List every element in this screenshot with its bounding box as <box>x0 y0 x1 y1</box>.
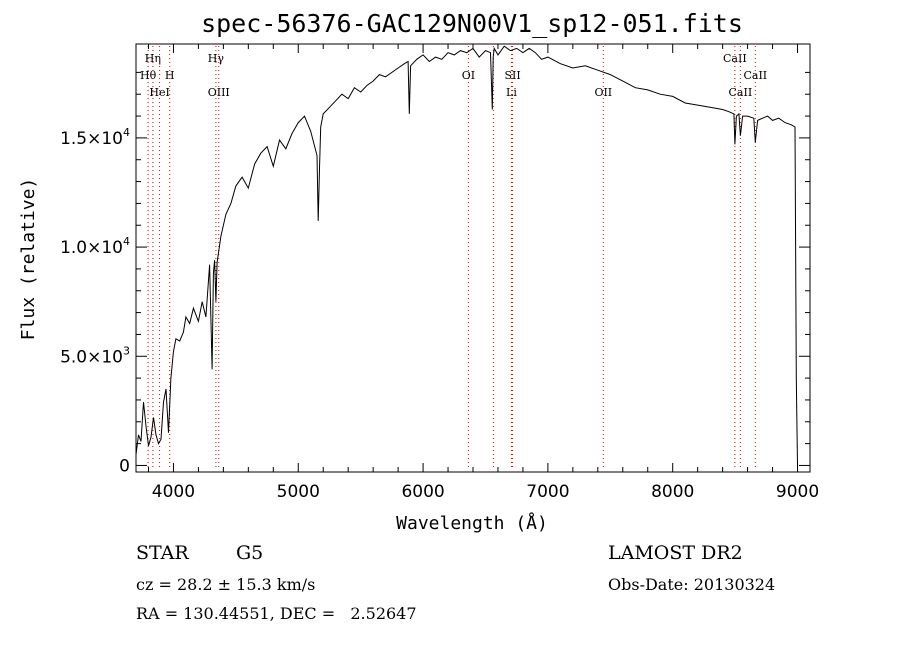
y-tick-label-0: 0 <box>119 456 130 476</box>
axes-ticks: 4000 5000 6000 7000 8000 9000 0 5.0×103 1.0×104 1… <box>60 44 819 502</box>
line-label-9: SII <box>504 69 520 82</box>
y-tick-label-1: 5.0×103 <box>60 344 130 367</box>
x-tick-label-4: 8000 <box>651 482 694 502</box>
chart-title: spec-56376-GAC129N00V1_sp12-051.fits <box>201 9 743 38</box>
line-label-12: CaII <box>729 86 753 99</box>
line-label-4: Hγ <box>208 52 225 65</box>
observation-date: Obs-Date: 20130324 <box>608 575 776 594</box>
line-label-10: OII <box>594 86 612 99</box>
object-type: STAR <box>136 542 189 564</box>
plot-frame <box>135 43 811 473</box>
survey-name: LAMOST DR2 <box>608 542 743 564</box>
line-label-2: HeI <box>149 86 169 99</box>
line-label-3: H <box>165 69 175 82</box>
x-tick-label-0: 4000 <box>152 482 195 502</box>
x-tick-label-2: 6000 <box>401 482 444 502</box>
ra-dec-coordinates: RA = 130.44551, DEC = 2.52647 <box>136 604 417 623</box>
line-label-6: OI <box>462 69 475 82</box>
y-axis-label: Flux (relative) <box>18 178 39 341</box>
line-label-5: OIII <box>208 86 230 99</box>
line-label-0: Hθ <box>140 69 157 82</box>
y-tick-label-3: 1.5×104 <box>60 126 130 149</box>
line-label-1: Hη <box>145 52 161 65</box>
spectral-subclass: G5 <box>236 542 264 564</box>
x-tick-label-3: 7000 <box>526 482 569 502</box>
x-tick-label-1: 5000 <box>277 482 320 502</box>
line-label-11: CaII <box>723 52 747 65</box>
redshift-cz: cz = 28.2 ± 15.3 km/s <box>136 575 316 594</box>
line-label-13: CaII <box>743 69 767 82</box>
spectrum-line <box>135 45 798 466</box>
line-label-8: Li <box>506 86 517 99</box>
x-axis-label: Wavelength (Å) <box>396 512 548 534</box>
emission-lines: Hθ Hη HeI H Hγ OIII OI Li SII OII CaII CaII CaII <box>140 46 767 470</box>
y-tick-label-2: 1.0×104 <box>60 235 130 258</box>
x-tick-label-5: 9000 <box>776 482 819 502</box>
